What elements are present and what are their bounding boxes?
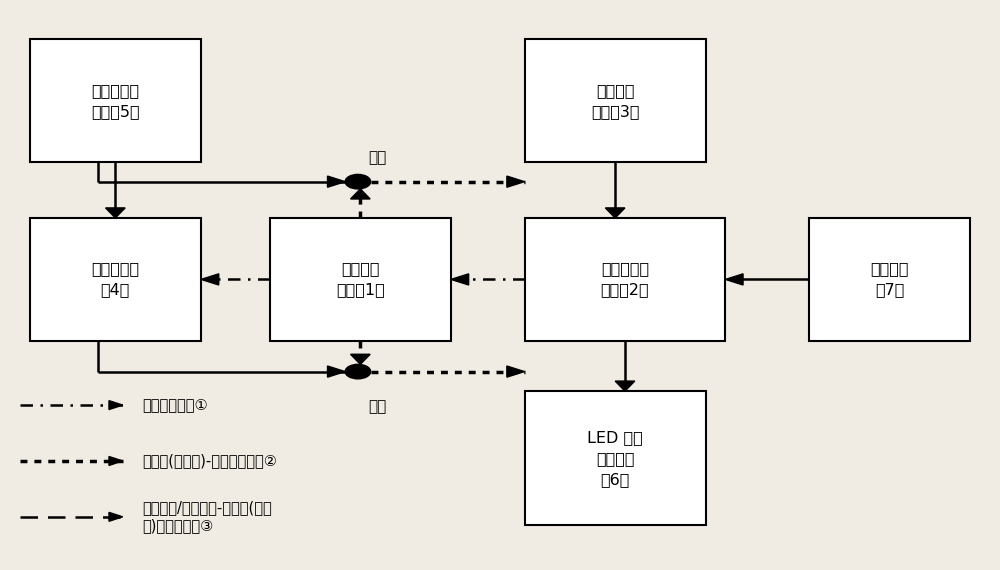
Text: LED 恒流
驱动电路
（6）: LED 恒流 驱动电路 （6） — [587, 430, 643, 487]
Text: 光传感器
电路（3）: 光传感器 电路（3） — [591, 83, 639, 119]
Polygon shape — [351, 355, 370, 364]
Polygon shape — [507, 366, 524, 377]
Polygon shape — [507, 176, 524, 188]
Bar — [524, 391, 706, 525]
Polygon shape — [615, 381, 635, 391]
Text: 温度传感器
电路（5）: 温度传感器 电路（5） — [91, 83, 140, 119]
Bar — [270, 218, 451, 341]
Text: 修正: 修正 — [368, 150, 387, 165]
Text: 输入电路
（7）: 输入电路 （7） — [870, 262, 909, 298]
Polygon shape — [725, 274, 743, 285]
Text: 主控制计算
电路（2）: 主控制计算 电路（2） — [601, 262, 649, 298]
Text: 光衰曲线数据①: 光衰曲线数据① — [142, 398, 208, 413]
Text: 相关色温/显色指数-光通量(或光
强)比曲线数据③: 相关色温/显色指数-光通量(或光 强)比曲线数据③ — [142, 500, 272, 533]
Polygon shape — [605, 208, 625, 218]
Polygon shape — [109, 512, 123, 522]
Polygon shape — [351, 189, 370, 199]
Bar — [524, 39, 706, 162]
Text: 自校准电路
（4）: 自校准电路 （4） — [91, 262, 139, 298]
Polygon shape — [451, 274, 469, 285]
Polygon shape — [201, 274, 219, 285]
Bar — [524, 218, 725, 341]
Circle shape — [345, 364, 371, 379]
Text: 光通量(或光强)-电流曲线数据②: 光通量(或光强)-电流曲线数据② — [142, 454, 277, 469]
Polygon shape — [328, 176, 345, 188]
Polygon shape — [109, 457, 123, 466]
Text: 修正: 修正 — [368, 400, 387, 414]
Bar — [809, 218, 970, 341]
Bar — [30, 218, 201, 341]
Text: 数据存储
电路（1）: 数据存储 电路（1） — [336, 262, 385, 298]
Polygon shape — [328, 366, 345, 377]
Polygon shape — [106, 208, 125, 218]
Polygon shape — [109, 401, 123, 410]
Bar — [30, 39, 201, 162]
Circle shape — [345, 174, 371, 189]
